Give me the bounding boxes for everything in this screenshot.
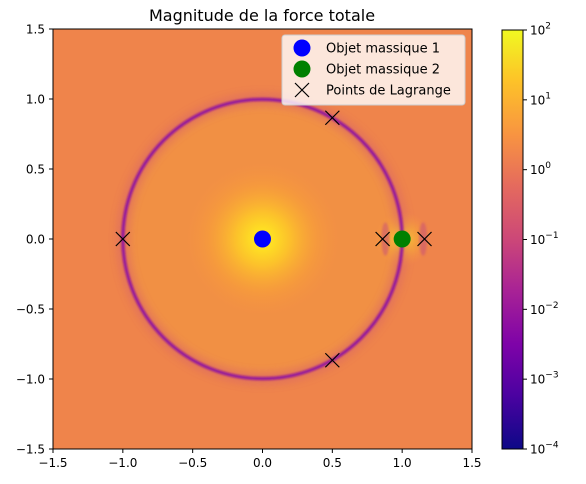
chart-title: Magnitude de la force totale bbox=[149, 6, 375, 25]
y-tick-label: 1.5 bbox=[26, 23, 45, 37]
x-tick-label: 1.5 bbox=[462, 456, 481, 470]
y-tick-label: −0.5 bbox=[16, 303, 45, 317]
colorbar-tick-label: 102 bbox=[530, 22, 551, 38]
x-tick-label: 0.5 bbox=[323, 456, 342, 470]
x-tick-label: 1.0 bbox=[393, 456, 412, 470]
x-tick-label: −1.5 bbox=[38, 456, 67, 470]
legend-box bbox=[281, 34, 466, 106]
y-axis: −1.5 −1.0 −0.5 0.0 0.5 1.0 1.5 bbox=[16, 23, 53, 457]
y-tick-label: 0.5 bbox=[26, 163, 45, 177]
colorbar-tick-label: 101 bbox=[530, 91, 551, 107]
colorbar-tick-label: 10−4 bbox=[530, 441, 559, 457]
colorbar-tick-label: 10−1 bbox=[530, 231, 559, 247]
colorbar-gradient bbox=[501, 29, 524, 450]
legend-marker-objet-2 bbox=[293, 60, 311, 78]
colorbar-tick-label: 10−3 bbox=[530, 371, 559, 387]
l2-trough bbox=[419, 222, 428, 256]
colorbar: 10−4 10−3 10−2 10−1 100 101 102 bbox=[501, 22, 559, 457]
lagrange-point bbox=[115, 231, 131, 247]
legend-label-objet-2: Objet massique 2 bbox=[326, 63, 440, 78]
lagrange-point bbox=[324, 110, 340, 126]
colorbar-tick-label: 10−2 bbox=[530, 301, 559, 317]
legend-marker-objet-1 bbox=[293, 39, 311, 57]
point-objet-massique-2 bbox=[393, 230, 411, 248]
y-tick-label: −1.5 bbox=[16, 443, 45, 457]
legend-label-objet-1: Objet massique 1 bbox=[326, 42, 440, 57]
y-tick-label: 1.0 bbox=[26, 93, 45, 107]
x-tick-label: −1.0 bbox=[108, 456, 137, 470]
y-tick-label: −1.0 bbox=[16, 373, 45, 387]
lagrange-point bbox=[324, 352, 340, 368]
x-tick-label: −0.5 bbox=[178, 456, 207, 470]
point-objet-massique-1 bbox=[254, 230, 271, 248]
colorbar-tick-label: 100 bbox=[530, 161, 551, 177]
legend-label-lagrange: Points de Lagrange bbox=[326, 84, 451, 99]
legend: Objet massique 1 Objet massique 2 Points… bbox=[281, 34, 466, 106]
x-axis: −1.5 −1.0 −0.5 0.0 0.5 1.0 1.5 bbox=[38, 449, 482, 470]
lagrange-point bbox=[417, 231, 432, 247]
l1-trough bbox=[381, 222, 390, 256]
plot-markers bbox=[115, 110, 432, 368]
legend-marker-lagrange bbox=[294, 82, 310, 98]
y-tick-label: 0.0 bbox=[26, 233, 45, 247]
colorbar-ticks: 10−4 10−3 10−2 10−1 100 101 102 bbox=[523, 22, 559, 457]
x-tick-label: 0.0 bbox=[253, 456, 272, 470]
lagrange-point bbox=[375, 231, 391, 247]
